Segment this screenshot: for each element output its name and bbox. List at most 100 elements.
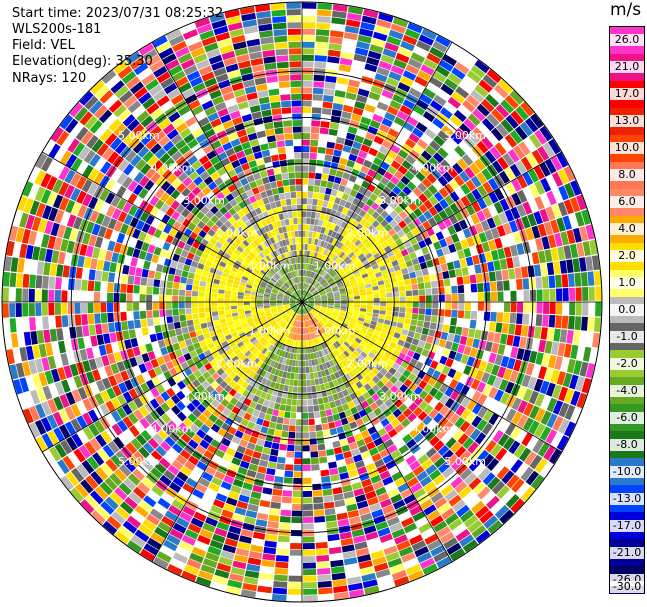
velocity-gate xyxy=(35,153,48,169)
velocity-gate xyxy=(516,290,524,302)
velocity-gate xyxy=(202,558,218,569)
velocity-gate xyxy=(172,522,187,534)
velocity-gate xyxy=(318,336,323,344)
velocity-gate xyxy=(113,242,122,253)
velocity-gate xyxy=(387,165,397,175)
velocity-gate xyxy=(579,361,589,377)
velocity-gate xyxy=(454,481,468,494)
velocity-gate xyxy=(198,297,205,302)
velocity-gate xyxy=(317,312,324,317)
velocity-gate xyxy=(355,156,365,165)
velocity-gate xyxy=(378,236,386,245)
velocity-gate xyxy=(302,458,311,465)
velocity-gate xyxy=(302,139,310,146)
velocity-gate xyxy=(505,408,517,422)
velocity-gate xyxy=(169,367,178,377)
velocity-gate xyxy=(290,405,297,413)
velocity-gate xyxy=(331,286,338,291)
velocity-gate xyxy=(415,249,423,258)
velocity-gate xyxy=(426,335,434,344)
velocity-gate xyxy=(202,160,213,171)
velocity-gate xyxy=(263,440,273,449)
velocity-gate xyxy=(310,126,320,134)
velocity-gate xyxy=(233,230,241,238)
velocity-gate xyxy=(258,506,270,514)
velocity-gate xyxy=(406,116,419,127)
velocity-gate xyxy=(491,160,504,174)
velocity-gate xyxy=(482,207,492,219)
velocity-gate xyxy=(270,415,278,423)
velocity-gate xyxy=(423,383,433,394)
velocity-gate xyxy=(223,330,231,337)
velocity-gate xyxy=(375,363,383,372)
velocity-gate xyxy=(224,294,231,299)
velocity-gate xyxy=(324,286,331,291)
velocity-gate xyxy=(292,306,298,311)
velocity-gate xyxy=(361,400,370,409)
velocity-gate xyxy=(402,273,410,280)
velocity-gate xyxy=(240,334,248,341)
velocity-gate xyxy=(315,245,320,253)
velocity-gate xyxy=(270,367,277,375)
velocity-gate xyxy=(386,105,399,116)
velocity-gate xyxy=(220,276,228,282)
velocity-gate xyxy=(511,192,522,206)
velocity-gate xyxy=(361,180,370,189)
velocity-gate xyxy=(409,344,418,352)
velocity-gate xyxy=(384,223,393,232)
velocity-gate xyxy=(82,164,94,179)
velocity-gate xyxy=(316,16,331,23)
velocity-gate xyxy=(77,387,88,400)
velocity-gate xyxy=(270,360,276,367)
velocity-gate xyxy=(384,350,392,359)
velocity-gate xyxy=(486,113,500,127)
velocity-gate xyxy=(32,374,42,389)
velocity-gate xyxy=(302,373,307,380)
velocity-gate xyxy=(302,367,306,374)
velocity-gate xyxy=(421,348,430,357)
velocity-gate xyxy=(154,188,165,199)
velocity-gate xyxy=(163,370,173,380)
velocity-gate xyxy=(383,171,394,181)
velocity-gate xyxy=(248,497,260,506)
velocity-gate xyxy=(318,253,323,261)
velocity-gate xyxy=(108,99,123,113)
velocity-gate xyxy=(309,286,314,292)
velocity-gate xyxy=(340,375,348,383)
velocity-gate xyxy=(195,444,207,455)
velocity-gate xyxy=(297,380,302,387)
velocity-gate xyxy=(153,246,162,256)
velocity-gate xyxy=(412,187,423,197)
velocity-gate xyxy=(98,367,108,379)
velocity-gate xyxy=(302,497,313,504)
velocity-gate xyxy=(279,278,285,284)
velocity-gate xyxy=(495,104,510,118)
velocity-gate xyxy=(377,527,391,537)
velocity-gate xyxy=(245,510,258,519)
velocity-gate xyxy=(302,328,304,334)
velocity-gate xyxy=(276,296,283,299)
velocity-gate xyxy=(444,286,452,294)
velocity-gate xyxy=(159,280,167,288)
velocity-gate xyxy=(377,336,385,343)
velocity-gate xyxy=(357,88,370,98)
velocity-gate xyxy=(306,284,310,291)
velocity-gate xyxy=(66,351,76,365)
velocity-gate xyxy=(467,519,483,533)
velocity-gate xyxy=(328,237,334,244)
velocity-gate xyxy=(438,187,449,198)
velocity-gate xyxy=(365,531,379,541)
velocity-gate xyxy=(450,317,458,326)
velocity-gate xyxy=(271,310,278,314)
velocity-gate xyxy=(477,393,488,406)
velocity-gate xyxy=(397,46,413,58)
velocity-gate xyxy=(314,238,319,246)
velocity-gate xyxy=(172,309,179,316)
velocity-gate xyxy=(261,559,275,568)
velocity-gate xyxy=(322,396,329,404)
velocity-gate xyxy=(482,384,493,396)
velocity-gate xyxy=(470,378,481,390)
velocity-gate xyxy=(451,285,458,294)
velocity-gate xyxy=(416,40,431,52)
velocity-gate xyxy=(235,273,243,279)
